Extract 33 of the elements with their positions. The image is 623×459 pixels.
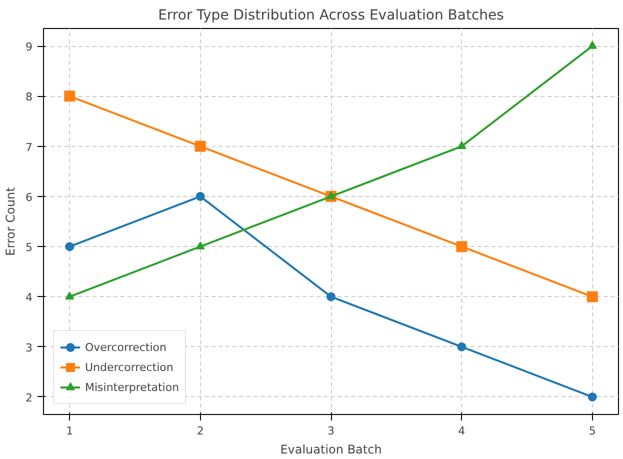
point [64,90,76,102]
y-tick-label: 6 [26,190,32,204]
point [326,292,336,302]
y-tick-label: 7 [26,140,32,154]
point [588,392,597,402]
chart-title: Error Type Distribution Across Evaluation Batches [158,8,504,24]
legend-label: Misinterpretation [85,380,180,394]
y-tick-label: 2 [26,391,32,404]
y-tick-label: 9 [26,40,32,54]
point [65,292,74,300]
x-axis-title: Evaluation Batch [280,442,382,456]
point [194,140,206,152]
y-tick-label: 4 [26,291,32,304]
x-tick-label: 1 [66,424,74,438]
point [196,241,205,250]
point [457,342,466,352]
point [456,241,468,252]
y-tick-label: 3 [26,341,32,354]
legend-label: Overcorrection [85,340,166,354]
point [196,192,205,201]
point [326,191,336,200]
y-axis-title: Error Count [4,186,18,256]
x-tick-label: 3 [328,424,334,438]
y-tick-label: 8 [26,90,32,104]
x-tick-label: 4 [458,424,466,438]
legend-label: Undercorrection [85,360,174,374]
y-tick-label: 5 [26,241,32,254]
point [65,242,74,252]
point [457,141,466,150]
x-tick-label: 2 [196,424,204,438]
point [588,40,597,49]
x-tick-label: 5 [588,424,596,438]
point [586,291,598,302]
